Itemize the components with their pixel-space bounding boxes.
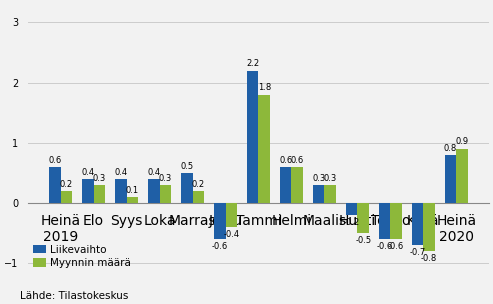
Text: 2.2: 2.2 [246,59,259,68]
Bar [280,167,291,203]
Bar [193,191,204,203]
Text: -0.6: -0.6 [211,242,228,251]
Text: -0.4: -0.4 [223,230,239,239]
Bar [82,179,94,203]
Text: 0.3: 0.3 [323,174,337,183]
Bar [346,203,357,215]
Bar [115,179,127,203]
Text: -0.6: -0.6 [388,242,404,251]
Bar [412,203,423,245]
Bar [258,95,270,203]
Text: 1.8: 1.8 [258,83,271,92]
Bar [127,197,138,203]
Text: 0.3: 0.3 [93,174,106,183]
Bar [357,203,369,233]
Text: -0.5: -0.5 [355,236,371,245]
Text: 0.6: 0.6 [48,156,62,164]
Text: Lähde: Tilastokeskus: Lähde: Tilastokeskus [20,291,128,301]
Bar [457,149,468,203]
Text: 0.1: 0.1 [126,186,139,195]
Text: 0.3: 0.3 [312,174,325,183]
Bar [148,179,160,203]
Text: -0.6: -0.6 [377,242,393,251]
Text: 0.9: 0.9 [456,137,469,147]
Text: -0.2: -0.2 [344,218,360,227]
Bar [181,173,193,203]
Bar [225,203,237,227]
Text: 0.4: 0.4 [114,168,127,177]
Bar [291,167,303,203]
Bar [94,185,105,203]
Text: -0.7: -0.7 [410,248,426,257]
Bar [247,71,258,203]
Bar [61,191,72,203]
Text: 0.2: 0.2 [192,180,205,189]
Bar [423,203,435,251]
Text: 0.3: 0.3 [159,174,172,183]
Text: 0.5: 0.5 [180,162,193,171]
Text: 0.2: 0.2 [60,180,73,189]
Bar [49,167,61,203]
Text: 0.4: 0.4 [81,168,94,177]
Text: 0.8: 0.8 [444,143,457,153]
Bar [445,155,457,203]
Legend: Liikevaihto, Myynnin määrä: Liikevaihto, Myynnin määrä [34,245,131,268]
Text: 0.6: 0.6 [279,156,292,164]
Bar [313,185,324,203]
Bar [324,185,336,203]
Text: 0.4: 0.4 [147,168,160,177]
Text: 0.6: 0.6 [290,156,304,164]
Bar [160,185,171,203]
Bar [214,203,225,239]
Bar [379,203,390,239]
Bar [390,203,402,239]
Text: -0.8: -0.8 [421,254,437,263]
